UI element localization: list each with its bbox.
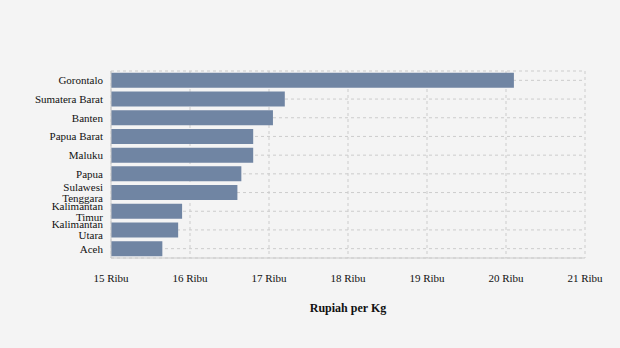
svg-text:Aceh: Aceh bbox=[80, 243, 104, 255]
svg-text:Papua: Papua bbox=[76, 168, 103, 180]
svg-text:Sumatera Barat: Sumatera Barat bbox=[35, 93, 103, 105]
svg-text:15 Ribu: 15 Ribu bbox=[93, 272, 129, 284]
svg-text:Papua Barat: Papua Barat bbox=[50, 130, 103, 142]
svg-text:16 Ribu: 16 Ribu bbox=[172, 272, 208, 284]
svg-text:20 Ribu: 20 Ribu bbox=[488, 272, 524, 284]
svg-text:18 Ribu: 18 Ribu bbox=[330, 272, 366, 284]
svg-text:Gorontalo: Gorontalo bbox=[58, 74, 103, 86]
svg-text:Maluku: Maluku bbox=[69, 149, 104, 161]
svg-text:KalimantanUtara: KalimantanUtara bbox=[52, 218, 104, 241]
svg-text:19 Ribu: 19 Ribu bbox=[409, 272, 445, 284]
svg-text:Rupiah per Kg: Rupiah per Kg bbox=[310, 301, 386, 315]
svg-text:Banten: Banten bbox=[72, 112, 104, 124]
svg-text:17 Ribu: 17 Ribu bbox=[251, 272, 287, 284]
svg-text:21 Ribu: 21 Ribu bbox=[567, 272, 603, 284]
